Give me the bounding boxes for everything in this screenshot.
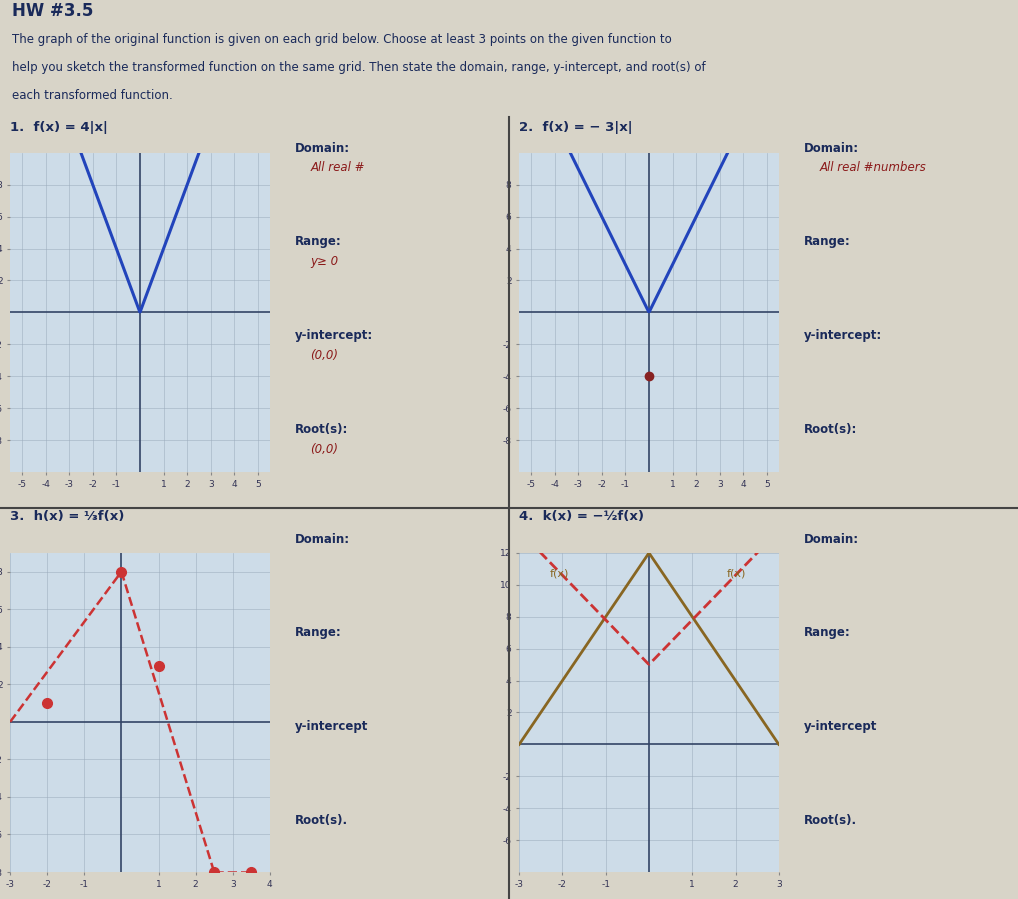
Text: 2.  f(x) = − 3|x|: 2. f(x) = − 3|x| [519, 121, 633, 134]
Text: 1.  f(x) = 4|x|: 1. f(x) = 4|x| [10, 121, 108, 134]
Text: The graph of the original function is given on each grid below. Choose at least : The graph of the original function is gi… [12, 32, 672, 46]
Text: Domain:: Domain: [804, 141, 859, 155]
Text: All real #: All real # [310, 161, 365, 174]
Text: Root(s).: Root(s). [804, 814, 857, 827]
Text: help you sketch the transformed function on the same grid. Then state the domain: help you sketch the transformed function… [12, 61, 705, 74]
Text: Domain:: Domain: [295, 532, 350, 546]
Text: Root(s):: Root(s): [804, 423, 857, 436]
Text: y-intercept:: y-intercept: [295, 329, 374, 343]
Text: f(x): f(x) [550, 569, 569, 579]
Text: Root(s):: Root(s): [295, 423, 348, 436]
Text: 4.  k(x) = −½f(x): 4. k(x) = −½f(x) [519, 510, 644, 522]
Text: y-intercept: y-intercept [295, 720, 369, 734]
Text: y-intercept: y-intercept [804, 720, 878, 734]
Text: Domain:: Domain: [804, 532, 859, 546]
Text: each transformed function.: each transformed function. [12, 89, 173, 102]
Text: All real #numbers: All real #numbers [819, 161, 926, 174]
Text: y-intercept:: y-intercept: [804, 329, 883, 343]
Text: f(x): f(x) [727, 569, 746, 579]
Text: y≥ 0: y≥ 0 [310, 255, 339, 268]
Text: Range:: Range: [804, 627, 851, 639]
Text: Range:: Range: [295, 627, 342, 639]
Text: 3.  h(x) = ⅓f(x): 3. h(x) = ⅓f(x) [10, 510, 124, 522]
Text: HW #3.5: HW #3.5 [12, 3, 94, 21]
Text: (0,0): (0,0) [310, 443, 339, 456]
Text: Range:: Range: [295, 236, 342, 248]
Text: Root(s).: Root(s). [295, 814, 348, 827]
Text: (0,0): (0,0) [310, 349, 339, 362]
Text: Range:: Range: [804, 236, 851, 248]
Text: Domain:: Domain: [295, 141, 350, 155]
